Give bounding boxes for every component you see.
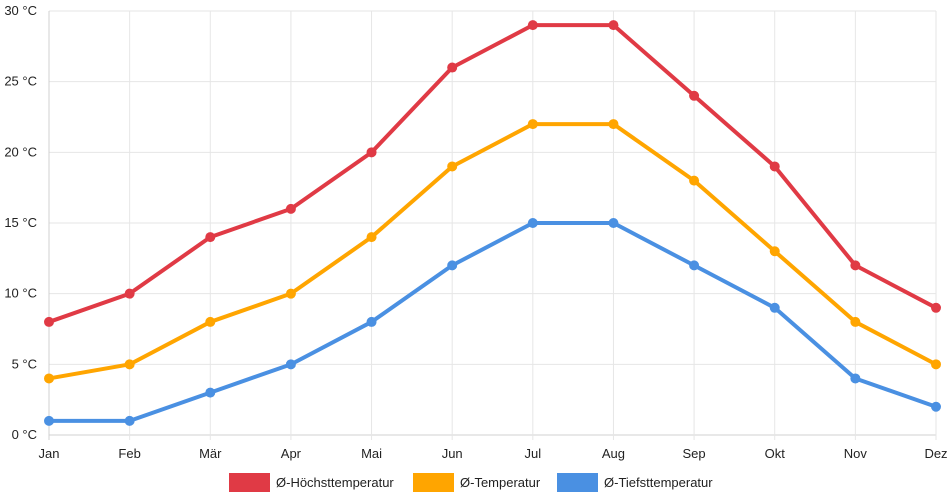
data-point <box>44 316 54 327</box>
data-point <box>608 20 619 31</box>
data-point <box>850 260 861 271</box>
data-point <box>285 203 296 214</box>
data-point <box>850 373 861 384</box>
data-point <box>124 415 135 426</box>
y-tick-label: 15 °C <box>4 215 37 230</box>
x-tick-label: Apr <box>281 446 302 461</box>
x-tick-label: Jan <box>39 446 60 461</box>
x-tick-label: Sep <box>683 446 706 461</box>
data-point <box>124 359 135 370</box>
data-point <box>689 175 700 186</box>
data-point <box>205 232 216 243</box>
data-point <box>44 415 54 426</box>
data-point <box>285 288 296 299</box>
data-point <box>124 288 135 299</box>
x-axis-tick-labels: Jan Feb Mär Apr Mai Jun Jul Aug Sep Okt Nov Dez <box>39 446 948 461</box>
y-axis-tick-labels: 0 °C 5 °C 10 °C 15 °C 20 °C 25 °C 30 °C <box>4 3 37 442</box>
legend-swatch <box>413 473 454 492</box>
series-lines <box>44 20 941 426</box>
y-tick-label: 5 °C <box>12 356 37 371</box>
x-tick-label: Mär <box>199 446 222 461</box>
data-point <box>931 302 941 313</box>
data-point <box>931 359 941 370</box>
grid <box>48 10 937 440</box>
data-point <box>769 302 780 313</box>
legend-item-höchsttemperatur[interactable]: Ø-Höchsttemperatur <box>229 473 394 492</box>
data-point <box>447 62 458 73</box>
legend-item-temperatur[interactable]: Ø-Temperatur <box>413 473 541 492</box>
x-tick-label: Aug <box>602 446 625 461</box>
series-temperatur <box>44 119 941 384</box>
data-point <box>285 359 296 370</box>
data-point <box>527 20 538 31</box>
legend-label: Ø-Tiefsttemperatur <box>604 475 713 490</box>
y-tick-label: 10 °C <box>4 286 37 301</box>
legend: Ø-Höchsttemperatur Ø-Temperatur Ø-Tiefstte… <box>229 473 713 492</box>
x-tick-label: Jun <box>442 446 463 461</box>
data-point <box>366 232 377 243</box>
legend-swatch <box>229 473 270 492</box>
series-höchsttemperatur <box>44 20 941 327</box>
legend-label: Ø-Höchsttemperatur <box>276 475 394 490</box>
data-point <box>527 119 538 130</box>
x-tick-label: Jul <box>525 446 542 461</box>
data-point <box>527 218 538 228</box>
series-line <box>47 122 938 381</box>
x-tick-label: Dez <box>924 446 947 461</box>
data-point <box>769 161 780 172</box>
x-tick-label: Nov <box>844 446 868 461</box>
data-point <box>366 147 377 158</box>
data-point <box>205 316 216 327</box>
data-point <box>689 260 700 271</box>
y-tick-label: 30 °C <box>4 3 37 18</box>
data-point <box>44 373 54 384</box>
legend-item-tiefsttemperatur[interactable]: Ø-Tiefsttemperatur <box>557 473 713 492</box>
y-tick-label: 0 °C <box>12 427 37 442</box>
x-tick-label: Mai <box>361 446 382 461</box>
legend-swatch <box>557 473 598 492</box>
x-tick-label: Okt <box>765 446 786 461</box>
data-point <box>689 90 700 101</box>
data-point <box>447 260 458 271</box>
data-point <box>366 316 377 327</box>
data-point <box>608 119 619 130</box>
data-point <box>769 246 780 257</box>
y-tick-label: 25 °C <box>4 74 37 89</box>
data-point <box>608 218 619 228</box>
series-line <box>47 23 938 324</box>
legend-label: Ø-Temperatur <box>460 475 541 490</box>
data-point <box>447 161 458 172</box>
data-point <box>205 387 216 398</box>
data-point <box>931 401 941 412</box>
data-point <box>850 316 861 327</box>
series-line <box>47 221 938 423</box>
x-tick-label: Feb <box>118 446 140 461</box>
series-tiefsttemperatur <box>44 218 941 426</box>
y-tick-label: 20 °C <box>4 144 37 159</box>
